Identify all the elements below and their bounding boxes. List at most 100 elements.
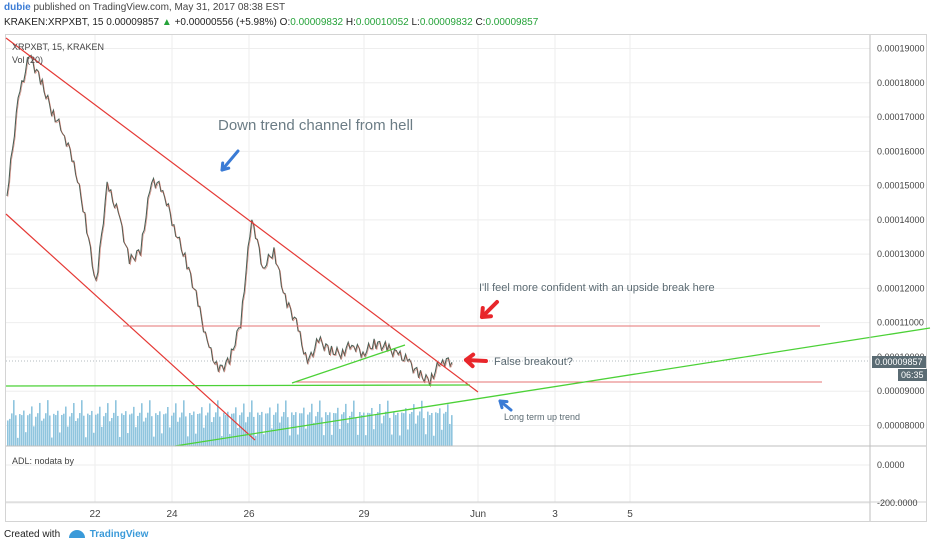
- y-tick-label: 0.00008000: [877, 421, 925, 431]
- footer: Created with TradingView: [4, 529, 148, 540]
- volume-bar: [431, 412, 433, 446]
- volume-bar: [321, 417, 323, 446]
- volume-bar: [371, 407, 373, 446]
- volume-bar: [425, 434, 427, 446]
- volume-bar: [259, 415, 261, 446]
- volume-bar: [205, 415, 207, 446]
- open-value: 0.00009832: [290, 17, 344, 28]
- volume-bar: [387, 400, 389, 446]
- volume-bar: [309, 412, 311, 446]
- volume-bar: [55, 415, 57, 446]
- volume-bar: [327, 415, 329, 446]
- x-tick-label: 26: [243, 509, 255, 520]
- volume-bar: [369, 413, 371, 446]
- volume-bar: [281, 416, 283, 446]
- volume-bar: [215, 412, 217, 446]
- volume-bar: [129, 414, 131, 446]
- volume-bar: [323, 435, 325, 446]
- volume-bar: [9, 418, 11, 446]
- volume-bar: [403, 413, 405, 446]
- volume-bar: [197, 413, 199, 446]
- volume-bar: [69, 416, 71, 446]
- volume-bar: [305, 428, 307, 446]
- volume-bar: [185, 416, 187, 446]
- short-up-line: [291, 344, 406, 384]
- volume-bar: [339, 428, 341, 446]
- volume-bar: [181, 412, 183, 446]
- last-price-tag: 0.00009857: [872, 356, 926, 368]
- volume-bar: [325, 412, 327, 446]
- volume-bar: [433, 435, 435, 446]
- volume-bar: [19, 414, 21, 446]
- volume-bar: [329, 412, 331, 446]
- volume-bar: [147, 412, 149, 446]
- false-breakout-arrow-icon-head: [464, 352, 476, 369]
- y-tick-label: 0.00016000: [877, 146, 925, 156]
- volume-bar: [109, 421, 111, 446]
- volume-bar: [151, 416, 153, 446]
- volume-bar: [39, 402, 41, 446]
- tradingview-brand[interactable]: TradingView: [89, 529, 149, 540]
- volume-bar: [11, 413, 13, 446]
- volume-bar: [331, 434, 333, 446]
- volume-bar: [23, 410, 25, 446]
- volume-bar: [347, 423, 349, 446]
- volume-bar: [13, 400, 15, 446]
- volume-bar: [169, 427, 171, 446]
- volume-bar: [253, 416, 255, 446]
- volume-bar: [395, 415, 397, 446]
- volume-bar: [393, 411, 395, 446]
- chart-frame[interactable]: [5, 34, 927, 522]
- volume-bar: [257, 412, 259, 446]
- volume-bar: [157, 415, 159, 446]
- volume-bar: [307, 414, 309, 446]
- volume-bar: [291, 412, 293, 446]
- volume-bar: [75, 420, 77, 446]
- volume-bar: [111, 417, 113, 446]
- volume-bar: [103, 416, 105, 446]
- volume-bar: [245, 422, 247, 446]
- volume-bar: [117, 415, 119, 446]
- volume-bar: [27, 415, 29, 446]
- volume-bar: [437, 413, 439, 446]
- price-series: [6, 54, 454, 388]
- volume-bar: [7, 420, 9, 446]
- volume-bar: [133, 406, 135, 446]
- volume-bar: [159, 411, 161, 446]
- volume-bar: [373, 429, 375, 446]
- author-name[interactable]: dubie: [4, 2, 31, 13]
- volume-bar: [143, 421, 145, 446]
- high-value: 0.00010052: [355, 17, 409, 28]
- volume-bar: [207, 412, 209, 446]
- volume-bar: [123, 415, 125, 446]
- volume-bar: [335, 413, 337, 446]
- volume-bar: [77, 418, 79, 446]
- volume-bar: [271, 428, 273, 446]
- adl-tick-label: 0.0000: [877, 460, 905, 470]
- volume-bar: [177, 421, 179, 446]
- volume-bar: [363, 412, 365, 446]
- y-tick-label: 0.00009000: [877, 386, 925, 396]
- volume-bar: [115, 400, 117, 446]
- price-candles: [7, 55, 454, 388]
- x-tick-label: 5: [627, 509, 633, 520]
- annotation-false-breakout: False breakout?: [494, 356, 573, 368]
- volume-bar: [355, 417, 357, 446]
- volume-bar: [239, 415, 241, 446]
- low-label: L:: [411, 17, 420, 28]
- volume-bar: [333, 413, 335, 446]
- volume-bar: [201, 407, 203, 446]
- volume-bar: [113, 412, 115, 446]
- volume-bar: [53, 413, 55, 446]
- volume-bar: [287, 417, 289, 446]
- volume-bar: [225, 415, 227, 446]
- volume-bar: [417, 415, 419, 446]
- volume-bar: [97, 413, 99, 446]
- volume-bar: [277, 403, 279, 446]
- volume-bar: [233, 413, 235, 446]
- volume-bar: [67, 426, 69, 446]
- volume-bar: [93, 432, 95, 446]
- confident-arrow-icon: [480, 300, 499, 319]
- volume-bar: [243, 403, 245, 446]
